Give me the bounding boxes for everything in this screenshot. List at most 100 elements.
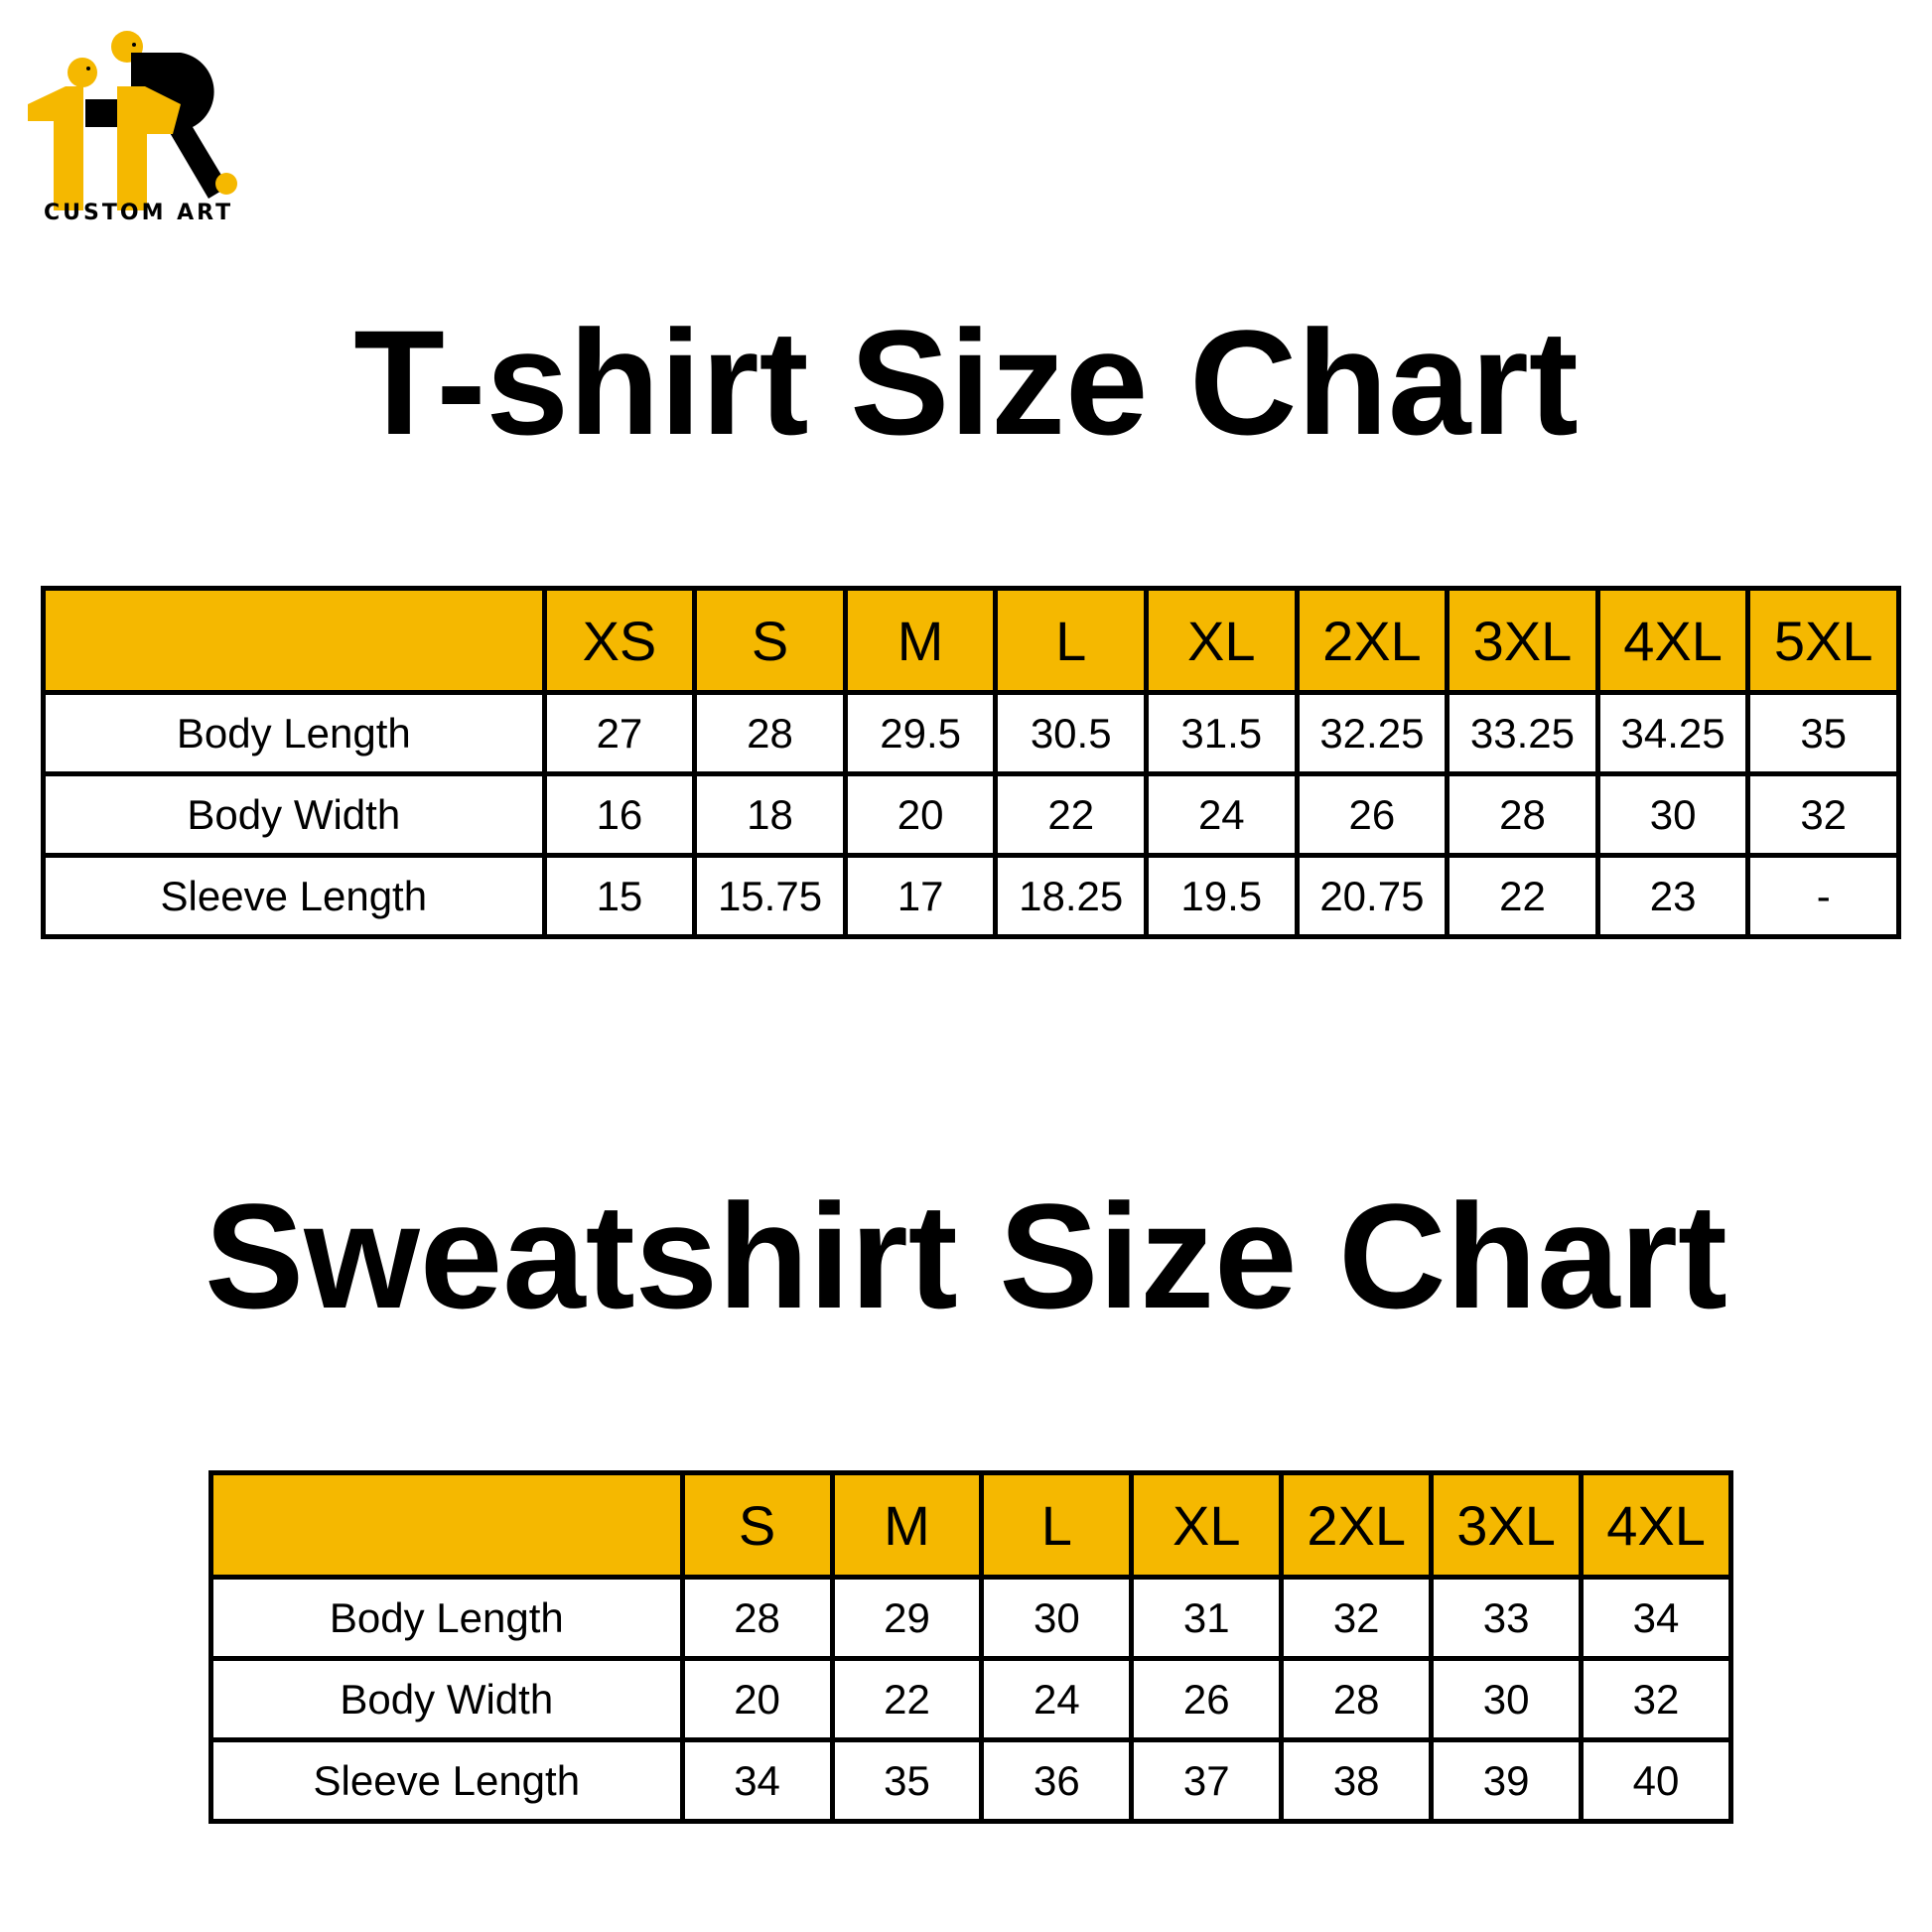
measurement-cell-text: 40 [1632, 1756, 1680, 1804]
measurement-cell: 32.25 [1294, 690, 1450, 776]
measurement-cell: 32 [1579, 1656, 1733, 1742]
measurement-cell-text: 15.75 [717, 872, 823, 919]
measurement-cell-text: 20 [897, 790, 944, 838]
logo-text: CUSTOM ART [44, 201, 234, 225]
header-row: XS S M L XL 2XL 3XL 4XL 5XL [41, 586, 1901, 695]
size-header-l-text: L [1055, 609, 1087, 672]
measurement-cell-text: 30 [1034, 1593, 1080, 1641]
measurement-cell-text: 28 [1332, 1675, 1380, 1723]
measurement-cell: 35 [829, 1737, 985, 1824]
row-label: Sleeve Length [208, 1737, 685, 1824]
size-header-xl-text: XL [1187, 609, 1256, 672]
measurement-cell-text: 30 [1482, 1675, 1530, 1723]
size-header-s-text: S [738, 1493, 776, 1557]
measurement-cell: 35 [1745, 690, 1901, 776]
measurement-cell: 23 [1594, 853, 1751, 939]
row-label: Body Width [41, 771, 547, 858]
measurement-cell-text: 28 [747, 709, 793, 757]
size-header-l: L [979, 1470, 1135, 1580]
measurement-cell: 20 [842, 771, 999, 858]
size-header-xs-text: XS [582, 609, 657, 672]
measurement-cell-text: 37 [1182, 1756, 1230, 1804]
size-header-xl-text: XL [1173, 1493, 1241, 1557]
header-row: S M L XL 2XL 3XL 4XL [208, 1470, 1733, 1580]
size-header-xl: XL [1144, 586, 1300, 695]
measurement-cell-text: 30 [1649, 790, 1697, 838]
measurement-cell: 20 [679, 1656, 835, 1742]
measurement-cell: 18 [692, 771, 848, 858]
measurement-cell: 28 [692, 690, 848, 776]
measurement-cell: 33 [1429, 1575, 1585, 1661]
row-label-text: Body Length [329, 1593, 564, 1641]
measurement-cell: 24 [979, 1656, 1135, 1742]
row-label: Body Length [208, 1575, 685, 1661]
measurement-cell: 30 [979, 1575, 1135, 1661]
measurement-cell: 32 [1745, 771, 1901, 858]
row-label-text: Body Width [187, 790, 401, 838]
measurement-cell-text: 36 [1034, 1756, 1080, 1804]
tshirt-size-table: XS S M L XL 2XL 3XL 4XL 5XL Body Length 27 28 29.5 30… [41, 586, 1901, 939]
measurement-cell-text: 32.25 [1319, 709, 1425, 757]
size-header-4xl: 4XL [1579, 1470, 1733, 1580]
size-header-l: L [993, 586, 1149, 695]
measurement-cell: 28 [679, 1575, 835, 1661]
size-header-m-text: M [897, 609, 944, 672]
measurement-cell: 33.25 [1445, 690, 1600, 776]
measurement-cell: 29 [829, 1575, 985, 1661]
measurement-cell-text: 35 [1800, 709, 1848, 757]
row-label-text: Sleeve Length [160, 872, 428, 919]
measurement-cell-text: 29.5 [880, 709, 961, 757]
measurement-cell: 39 [1429, 1737, 1585, 1824]
measurement-cell-text: 26 [1182, 1675, 1230, 1723]
size-header-5xl-text: 5XL [1773, 609, 1873, 672]
measurement-cell: 31 [1129, 1575, 1285, 1661]
row-label-text: Body Length [176, 709, 411, 757]
size-header-s-text: S [751, 609, 789, 672]
measurement-cell-text: 19.5 [1180, 872, 1263, 919]
measurement-cell-text: 33.25 [1469, 709, 1576, 757]
measurement-cell: 38 [1279, 1737, 1435, 1824]
measurement-cell-text: 39 [1482, 1756, 1530, 1804]
measurement-cell: 22 [1445, 853, 1600, 939]
size-header-4xl-text: 4XL [1606, 1493, 1706, 1557]
size-header-5xl: 5XL [1745, 586, 1901, 695]
size-header-2xl-text: 2XL [1307, 1493, 1406, 1557]
size-header-xs: XS [541, 586, 698, 695]
measurement-cell: 36 [979, 1737, 1135, 1824]
measurement-cell: 15 [541, 853, 698, 939]
measurement-cell: 26 [1129, 1656, 1285, 1742]
table-row: Sleeve Length 34 35 36 37 38 39 40 [208, 1737, 1733, 1824]
measurement-cell-text: 34 [734, 1756, 780, 1804]
measurement-cell: 27 [541, 690, 698, 776]
measurement-cell: 29.5 [842, 690, 999, 776]
measurement-cell: 28 [1445, 771, 1600, 858]
measurement-cell-text: 30.5 [1030, 709, 1112, 757]
sweatshirt-size-table: S M L XL 2XL 3XL 4XL Body Length 28 29 30 31 32 33 34 B… [208, 1470, 1733, 1824]
row-label: Sleeve Length [41, 853, 547, 939]
measurement-cell: 19.5 [1144, 853, 1300, 939]
measurement-cell-text: 16 [596, 790, 643, 838]
size-header-3xl-text: 3XL [1472, 609, 1573, 672]
measurement-cell-text: 17 [897, 872, 944, 919]
measurement-cell: 28 [1279, 1656, 1435, 1742]
measurement-cell: 24 [1144, 771, 1300, 858]
measurement-cell: 18.25 [993, 853, 1149, 939]
size-header-m-text: M [884, 1493, 930, 1557]
measurement-cell: 30 [1429, 1656, 1585, 1742]
measurement-cell-text: 31 [1182, 1593, 1230, 1641]
header-corner-cell [41, 586, 547, 695]
measurement-cell: - [1745, 853, 1901, 939]
measurement-cell-text: 18.25 [1019, 872, 1124, 919]
measurement-cell: 26 [1294, 771, 1450, 858]
measurement-cell-text: 34.25 [1620, 709, 1725, 757]
size-header-m: M [829, 1470, 985, 1580]
size-header-l-text: L [1040, 1493, 1072, 1557]
table-row: Body Width 20 22 24 26 28 30 32 [208, 1656, 1733, 1742]
measurement-cell-text: 32 [1800, 790, 1848, 838]
measurement-cell-text: 22 [1047, 790, 1095, 838]
measurement-cell: 30 [1594, 771, 1751, 858]
measurement-cell-text: 20 [734, 1675, 780, 1723]
measurement-cell-text: 33 [1482, 1593, 1530, 1641]
size-header-2xl-text: 2XL [1322, 609, 1422, 672]
row-label: Body Length [41, 690, 547, 776]
